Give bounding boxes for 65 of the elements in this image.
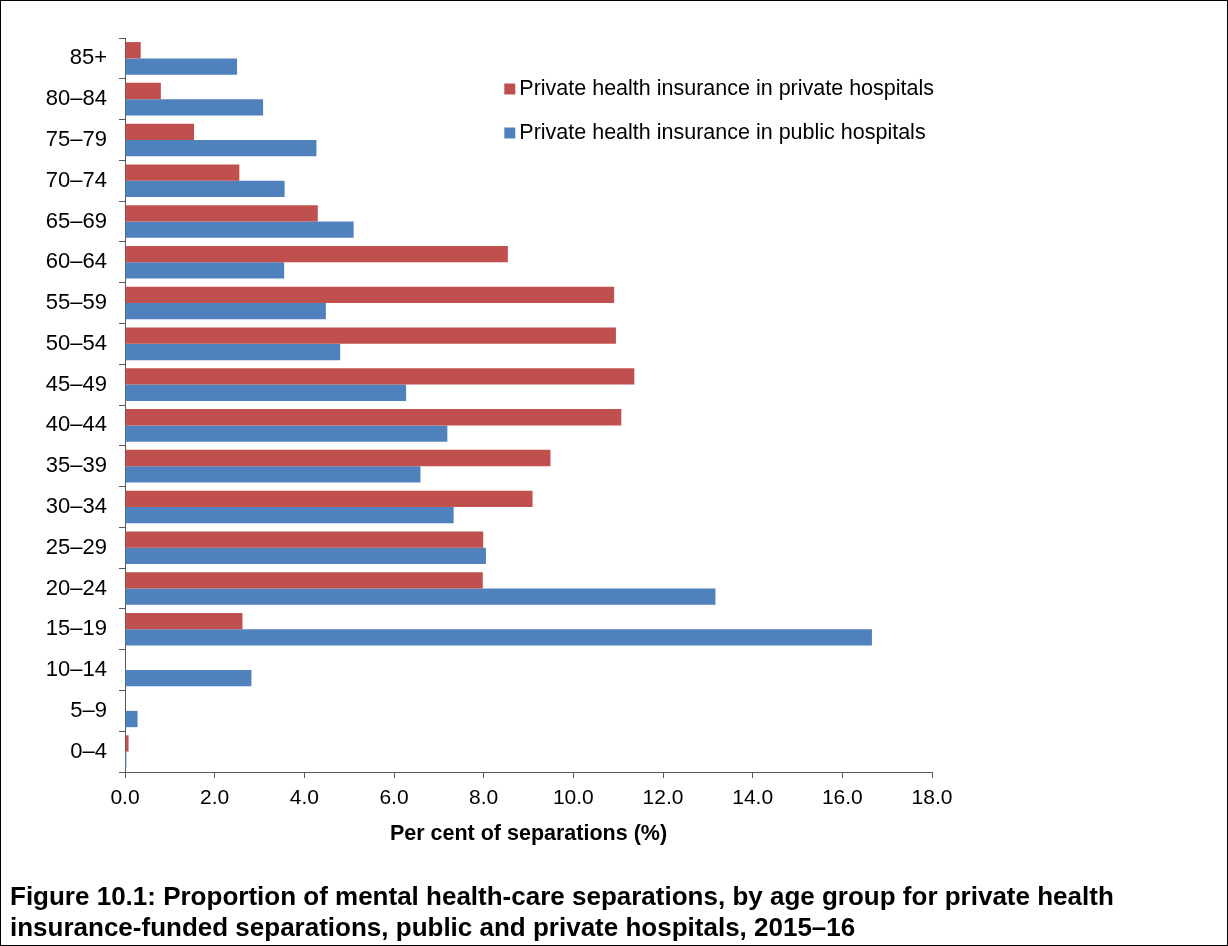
x-tick-label: 10.0 bbox=[552, 785, 594, 809]
bar bbox=[125, 245, 508, 263]
bar bbox=[125, 588, 716, 605]
bar bbox=[125, 384, 407, 401]
bar bbox=[125, 180, 285, 198]
y-tick-label: 80–84 bbox=[45, 85, 107, 111]
y-tick-label: 65–69 bbox=[45, 207, 107, 233]
y-tick-label: 85+ bbox=[69, 44, 107, 70]
y-tick-label: 35–39 bbox=[45, 452, 107, 478]
x-tick-label: 6.0 bbox=[379, 785, 409, 809]
x-tick-label: 12.0 bbox=[642, 785, 684, 809]
x-tick-label: 0.0 bbox=[110, 785, 140, 809]
x-axis-title: Per cent of separations (%) bbox=[389, 821, 668, 846]
bar bbox=[125, 629, 872, 646]
bar bbox=[125, 205, 318, 222]
bar bbox=[125, 286, 615, 304]
bar bbox=[125, 506, 454, 524]
y-tick-label: 70–74 bbox=[45, 166, 107, 192]
text: Figure 10.1: Proportion of mental health-care separations, by age group for private health insurance-funded separations, public and private hospitals, 2015–16 bbox=[10, 881, 1115, 943]
y-tick-label: 15–19 bbox=[45, 615, 107, 641]
bar bbox=[125, 221, 354, 238]
y-tick-label: 55–59 bbox=[45, 289, 107, 315]
bar bbox=[125, 303, 326, 320]
bar bbox=[125, 531, 484, 548]
bar bbox=[125, 409, 622, 426]
bar bbox=[125, 425, 448, 442]
x-tick-label: 2.0 bbox=[200, 785, 230, 809]
y-tick-label: 25–29 bbox=[45, 533, 107, 559]
bar bbox=[125, 58, 238, 75]
bar bbox=[125, 123, 195, 140]
bar bbox=[125, 612, 243, 630]
y-tick-label: 0–4 bbox=[70, 737, 107, 763]
bar bbox=[125, 82, 161, 100]
bar bbox=[125, 99, 264, 116]
bar bbox=[125, 343, 341, 361]
bar bbox=[125, 164, 240, 181]
y-tick-label: 40–44 bbox=[45, 411, 107, 437]
y-tick-label: 50–54 bbox=[45, 329, 107, 355]
y-tick-label: 60–64 bbox=[45, 248, 107, 274]
legend-label: Private health insurance in private hospitals bbox=[519, 75, 935, 100]
y-tick-label: 5–9 bbox=[70, 696, 107, 722]
x-tick-label: 16.0 bbox=[821, 785, 863, 809]
x-tick-label: 4.0 bbox=[289, 785, 319, 809]
x-tick-label: 14.0 bbox=[732, 785, 774, 809]
bar bbox=[125, 572, 483, 589]
bar bbox=[125, 449, 551, 467]
y-tick-label: 10–14 bbox=[45, 656, 107, 682]
x-tick-label: 18.0 bbox=[911, 785, 953, 809]
y-tick-label: 45–49 bbox=[45, 370, 107, 396]
y-tick-label: 75–79 bbox=[45, 126, 107, 152]
bar bbox=[125, 710, 138, 728]
bar bbox=[125, 547, 486, 565]
bar bbox=[125, 368, 635, 385]
bar bbox=[125, 466, 421, 483]
bar bbox=[125, 42, 141, 59]
legend-label: Private health insurance in public hospitals bbox=[519, 119, 926, 144]
y-tick-label: 20–24 bbox=[45, 574, 107, 600]
bar bbox=[125, 262, 285, 279]
bar bbox=[125, 327, 616, 344]
x-tick-label: 8.0 bbox=[469, 785, 499, 809]
bar bbox=[125, 735, 129, 752]
bar bbox=[125, 490, 533, 507]
bar bbox=[125, 139, 317, 157]
y-tick-label: 30–34 bbox=[45, 493, 107, 519]
bar bbox=[125, 670, 252, 687]
